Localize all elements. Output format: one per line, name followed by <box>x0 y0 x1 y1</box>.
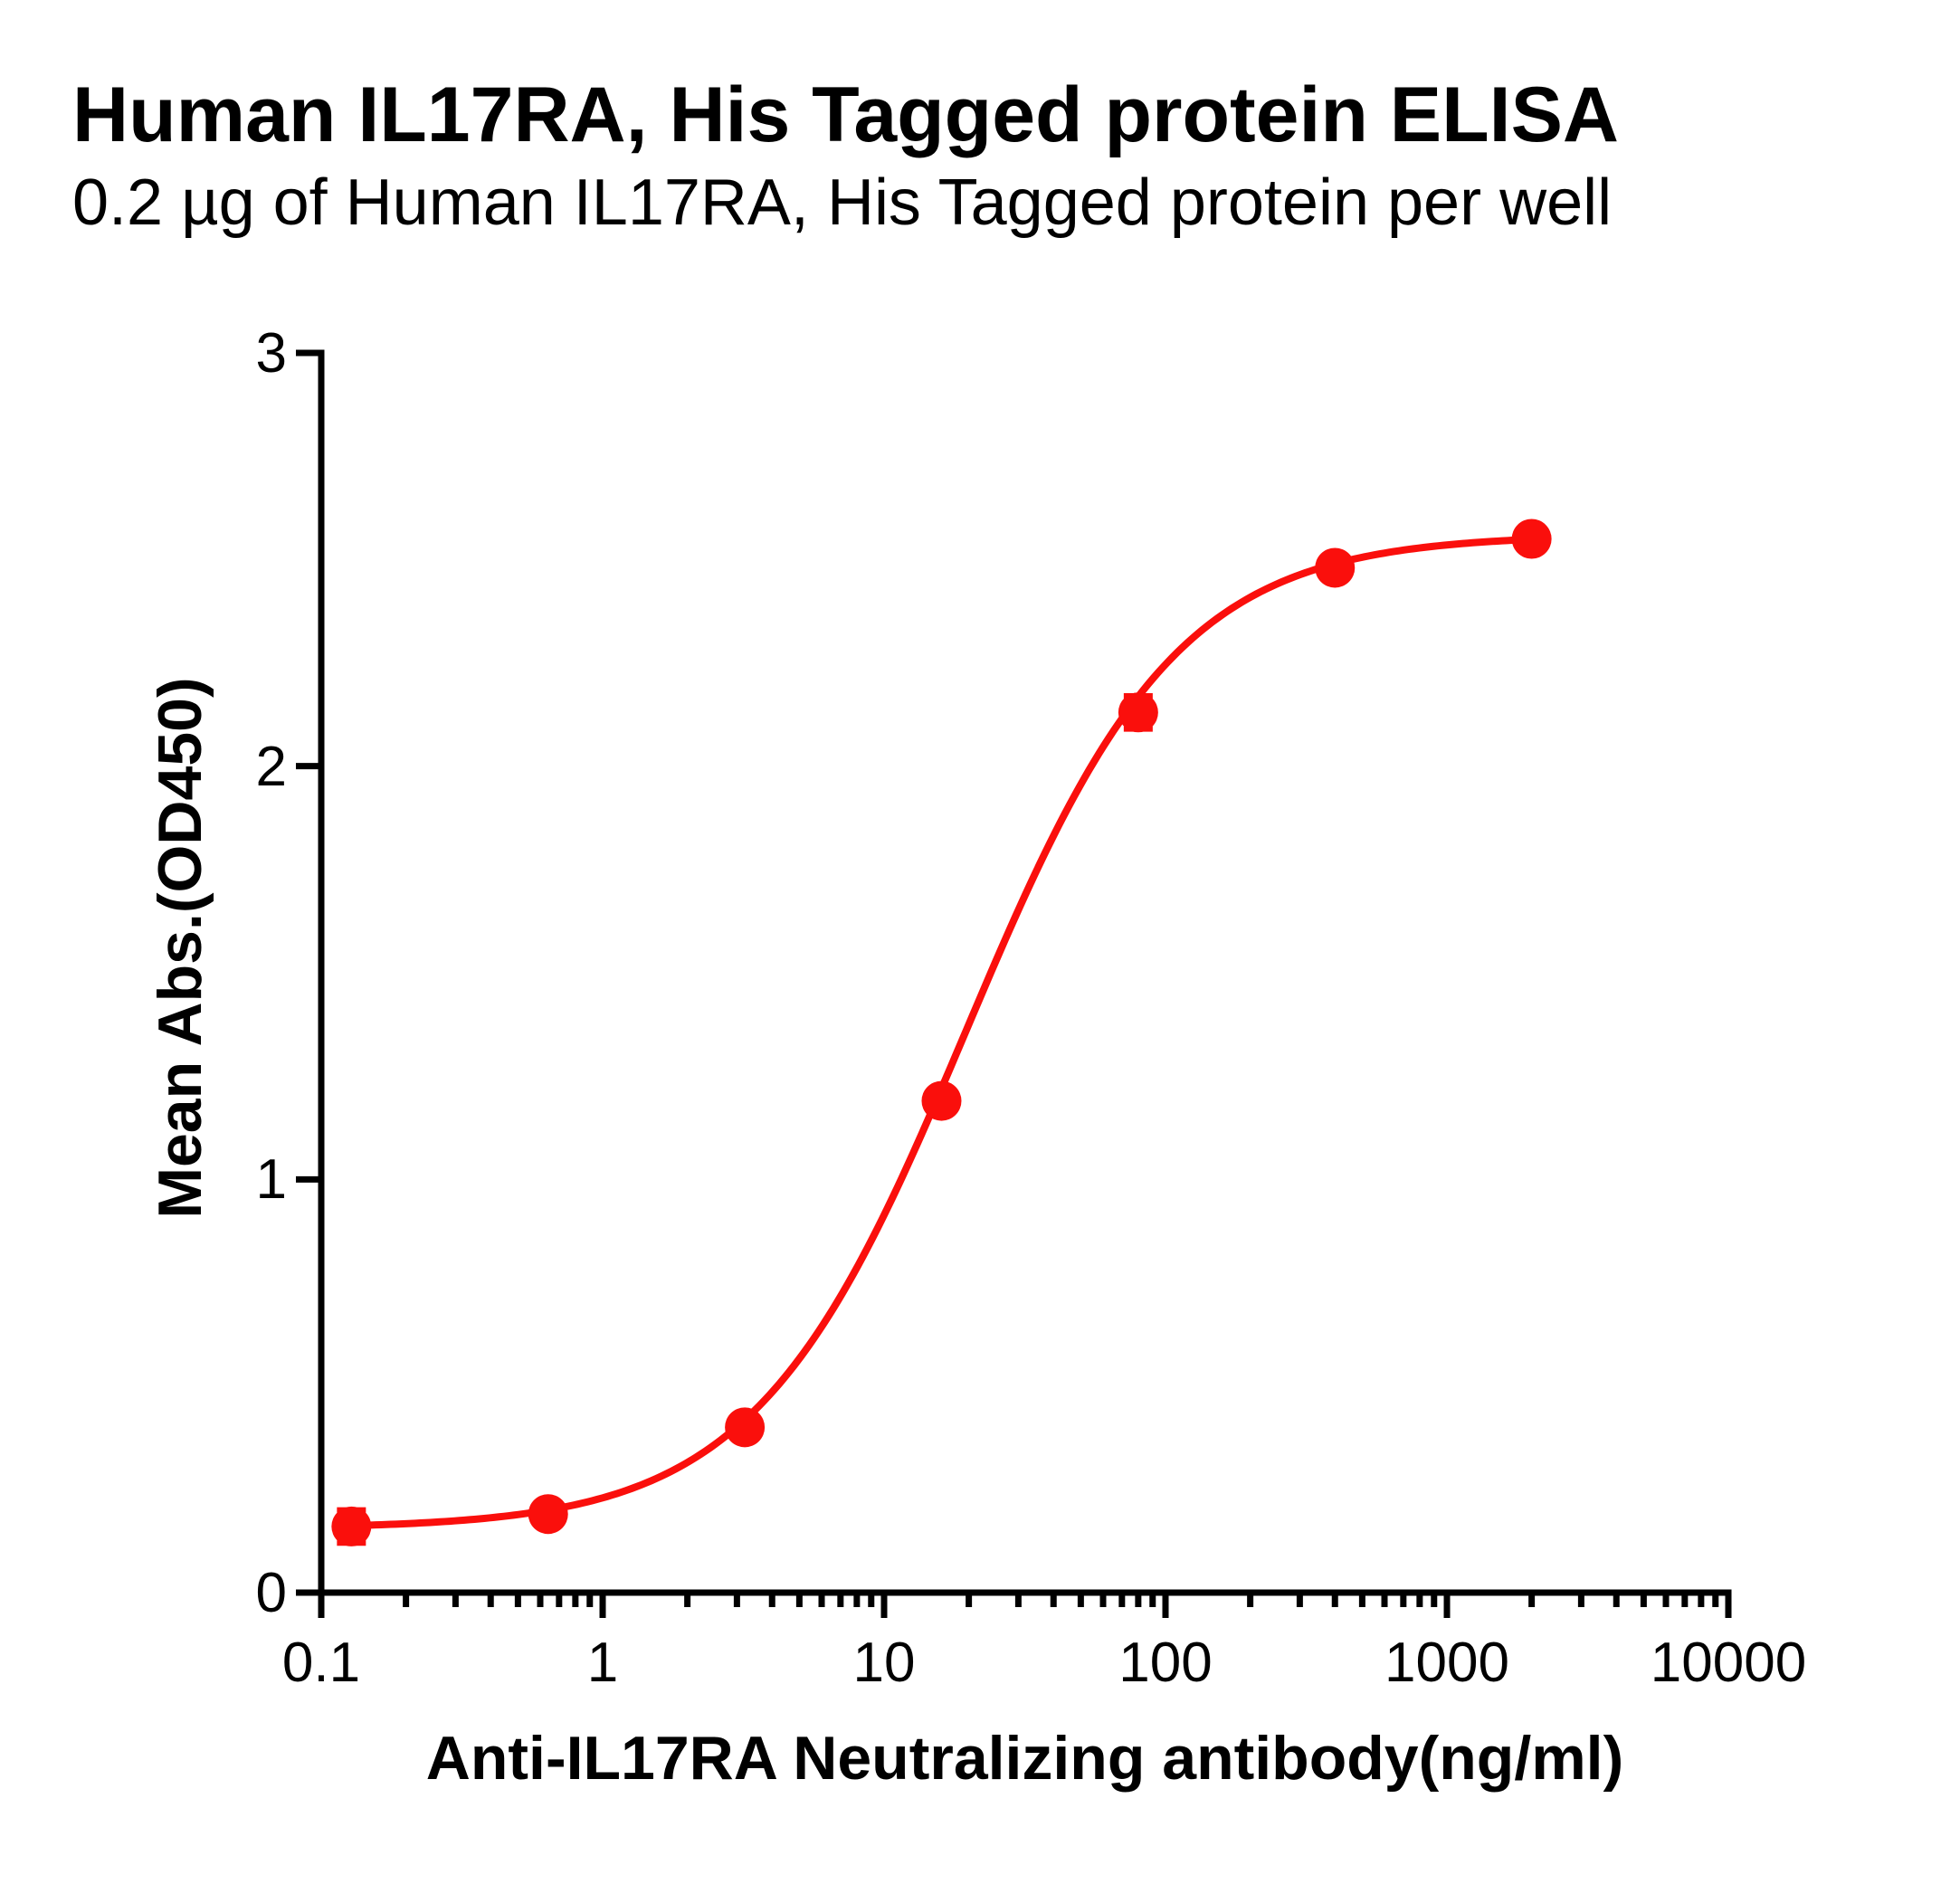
title-block: Human IL17RA, His Tagged protein ELISA 0… <box>72 72 1882 240</box>
y-tick-label: 3 <box>196 321 287 385</box>
chart-title: Human IL17RA, His Tagged protein ELISA <box>72 72 1882 158</box>
y-tick-label: 1 <box>196 1147 287 1212</box>
plot-area <box>281 353 1737 1593</box>
y-axis-label: Mean Abs.(OD450) <box>145 514 215 1382</box>
x-tick-label: 1000 <box>1329 1631 1565 1695</box>
x-tick-label: 10 <box>766 1631 1002 1695</box>
x-axis-label: Anti-IL17RA Neutralizing antibody(ng/ml) <box>321 1723 1728 1794</box>
chart-subtitle: 0.2 µg of Human IL17RA, His Tagged prote… <box>72 166 1882 240</box>
y-tick-label: 2 <box>196 735 287 799</box>
chart-svg <box>281 353 1737 1647</box>
x-tick-label: 10000 <box>1611 1631 1846 1695</box>
x-tick-label: 0.1 <box>204 1631 439 1695</box>
elisa-figure: Human IL17RA, His Tagged protein ELISA 0… <box>0 0 1960 1884</box>
x-tick-label: 100 <box>1048 1631 1283 1695</box>
y-tick-label: 0 <box>196 1561 287 1625</box>
x-tick-label: 1 <box>485 1631 720 1695</box>
